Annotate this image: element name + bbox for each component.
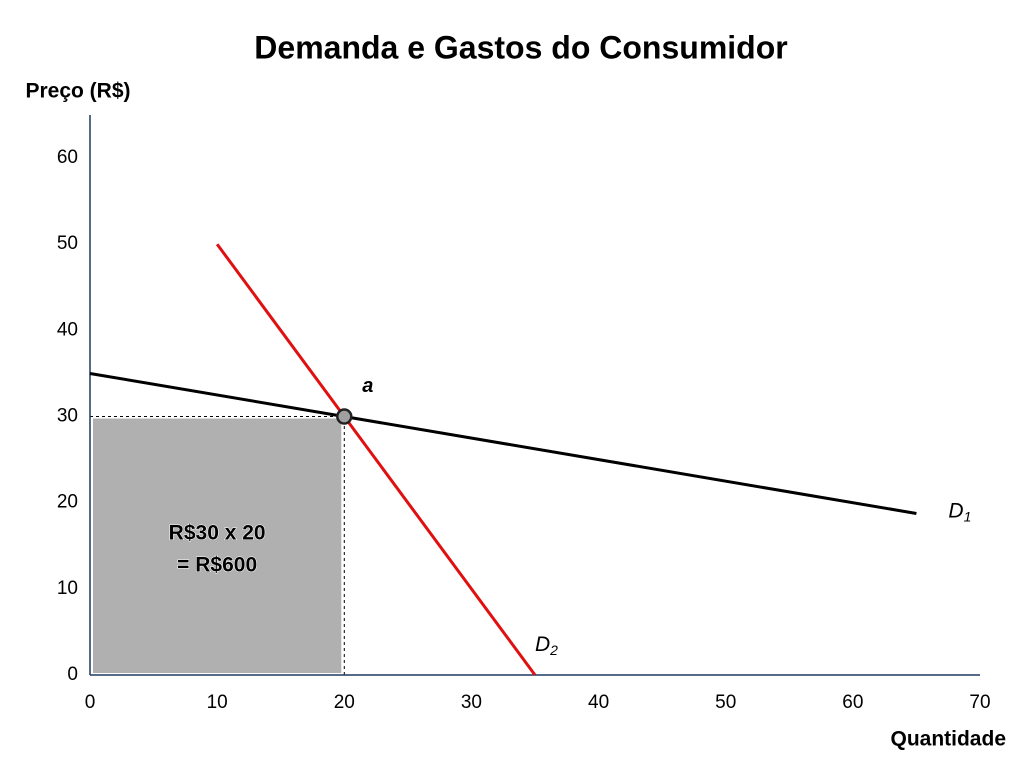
point-label: a	[362, 375, 373, 397]
y-tick-label: 50	[57, 233, 78, 254]
series-label: D1	[948, 499, 971, 524]
x-tick-label: 60	[842, 692, 863, 713]
y-axis-label: Preço (R$)	[25, 80, 130, 103]
chart-title: Demanda e Gastos do Consumidor	[254, 29, 787, 65]
y-tick-label: 40	[57, 319, 78, 340]
series-subscript: 2	[549, 642, 558, 658]
x-tick-label: 30	[461, 692, 482, 713]
x-tick-label: 50	[715, 692, 736, 713]
intersection-point	[336, 408, 353, 425]
x-tick-label: 10	[207, 692, 228, 713]
y-tick-label: 20	[57, 492, 78, 513]
series-name: D	[948, 499, 963, 522]
demand-line	[215, 243, 537, 676]
x-tick-label: 70	[969, 692, 990, 713]
series-subscript: 1	[964, 508, 972, 524]
y-tick-label: 10	[57, 578, 78, 599]
area-label: = R$600	[177, 553, 257, 576]
series-label: D2	[535, 633, 558, 658]
expenditure-area	[93, 418, 342, 673]
y-tick-label: 60	[57, 147, 78, 168]
y-tick-label: 0	[67, 664, 78, 685]
x-axis-label: Quantidade	[890, 728, 1006, 751]
y-tick-label: 30	[57, 406, 78, 427]
x-tick-label: 0	[85, 692, 96, 713]
demand-line	[89, 371, 917, 515]
x-tick-label: 40	[588, 692, 609, 713]
x-tick-label: 20	[334, 692, 355, 713]
series-name: D	[535, 633, 550, 656]
area-label: R$30 x 20	[169, 521, 266, 544]
